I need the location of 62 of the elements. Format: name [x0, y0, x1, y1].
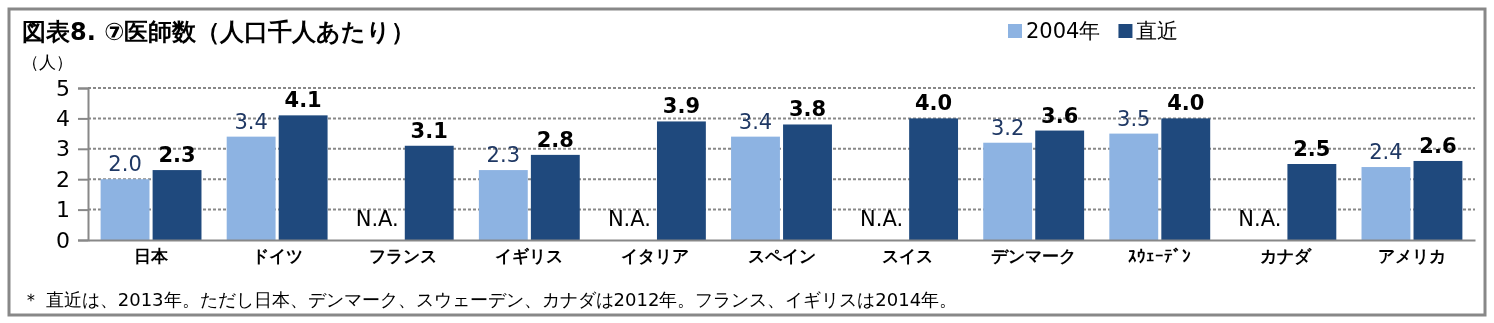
y-tick-label: 3	[56, 136, 70, 162]
bar	[1361, 167, 1411, 240]
x-tick-label: スイス	[882, 246, 934, 267]
x-tick-label: イタリア	[621, 246, 690, 267]
text: N.A.	[607, 207, 651, 231]
data-label: 3.9	[662, 94, 701, 119]
x-tick-label: フランス	[369, 246, 438, 267]
data-label: 2.3	[158, 143, 196, 168]
data-label: 2.3	[486, 143, 521, 168]
bar	[1287, 164, 1337, 240]
bar	[478, 170, 528, 240]
bar	[909, 118, 959, 240]
text: N.A.	[355, 207, 399, 231]
data-label: 3.5	[1117, 106, 1151, 131]
y-tick-label: 2	[56, 166, 70, 192]
bar	[656, 121, 706, 240]
data-label: 3.4	[234, 109, 268, 134]
bar	[783, 124, 832, 240]
data-label: 3.8	[788, 97, 827, 122]
x-tick-label: デンマーク	[991, 246, 1077, 267]
data-label: 2.0	[108, 152, 142, 177]
data-label: 2.4	[1369, 140, 1403, 165]
text: ＊ 直近は、2013年。ただし日本、デンマーク、スウェーデン、カナダは2012年。フランス、イギリスは2014年。	[22, 289, 958, 310]
data-label: 4.1	[284, 88, 322, 113]
x-tick-label: ドイツ	[251, 246, 303, 267]
x-tick-label: 日本	[134, 246, 170, 267]
data-label: 2.5	[1293, 137, 1331, 161]
x-tick-label: カナダ	[1260, 246, 1313, 267]
x-tick-label: イギリス	[495, 246, 564, 267]
y-tick-label: 0	[56, 227, 70, 253]
bar	[152, 170, 202, 240]
y-tick-label: 4	[56, 105, 70, 131]
data-label: 4.0	[1167, 91, 1205, 116]
bar	[1413, 160, 1463, 240]
data-label: 3.1	[410, 118, 448, 143]
x-tick-label: スペイン	[747, 246, 816, 267]
y-tick-label: 1	[56, 197, 70, 223]
data-label: 3.6	[1041, 103, 1079, 128]
bar	[100, 179, 150, 240]
x-tick-label: ｽｳｪｰﾃﾞﾝ	[1128, 246, 1192, 267]
data-label: 2.6	[1419, 133, 1457, 158]
bar	[530, 154, 580, 240]
data-label: 3.4	[738, 109, 773, 134]
bar	[226, 136, 276, 240]
data-label: 2.8	[536, 127, 574, 152]
bar	[404, 145, 454, 240]
chart-title: 図表8. ⑦医師数（人口千人あたり）	[22, 18, 416, 46]
bar	[1161, 118, 1211, 240]
data-label: 3.2	[990, 115, 1025, 140]
bar	[1109, 133, 1159, 240]
text: N.A.	[860, 207, 904, 231]
legend-label: 2004年	[1026, 19, 1101, 43]
y-tick-label: 5	[56, 75, 70, 101]
data-label: 4.0	[914, 91, 953, 116]
y-axis-title: （人）	[22, 52, 73, 72]
bar	[1035, 130, 1085, 240]
text: N.A.	[1238, 207, 1282, 231]
x-tick-label: アメリカ	[1377, 246, 1446, 267]
bar	[983, 142, 1033, 240]
bar	[278, 115, 328, 240]
legend-label: 直近	[1136, 19, 1179, 43]
bar	[731, 136, 780, 240]
